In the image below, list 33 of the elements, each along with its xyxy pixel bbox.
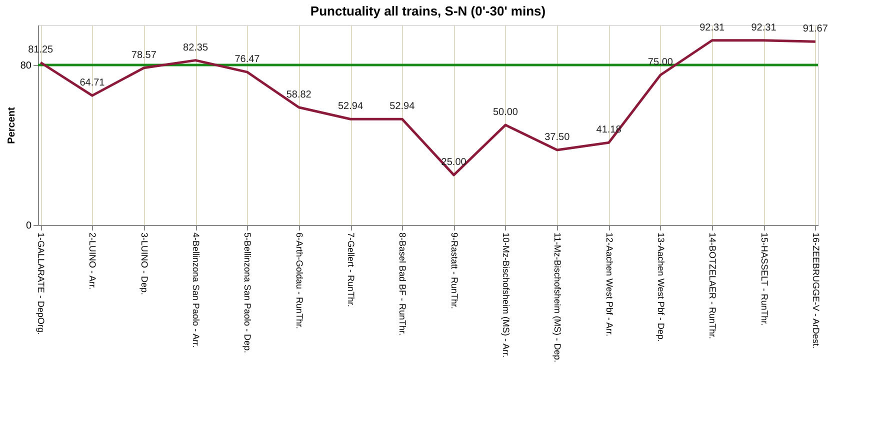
data-label: 58.82 [286,89,312,100]
x-tick-label: 7-Gellert - RunThr. [346,232,356,308]
x-tick-label: 16-ZEEBRUGGE-V - ArDest. [810,232,821,349]
x-tick-label: 15-HASSELT - RunThr. [759,232,770,326]
data-label: 37.50 [544,132,570,143]
x-tick-label: 4-Bellinzona San Paolo - Arr. [191,232,202,348]
x-tick-label: 3-LUINO - Dep. [139,232,150,296]
data-label: 76.47 [234,54,260,66]
x-tick-label: 9-Rastatt - RunThr. [449,232,460,310]
data-label: 52.94 [390,101,416,112]
data-label: 81.25 [28,44,54,56]
data-label: 64.71 [80,78,106,89]
x-tick-label: 6-Arth-Goldau - RunThr. [294,232,304,330]
x-tick-label: 2-LUINO - Arr. [88,232,98,290]
chart-title: Punctuality all trains, S-N (0'-30' mins) [310,3,546,18]
data-label: 78.57 [131,50,157,61]
data-label: 82.35 [183,42,208,54]
x-tick-label: 14-BOTZELAER - RunThr. [708,232,718,340]
y-tick-label: 0 [26,220,32,232]
data-label: 92.31 [700,22,726,34]
x-tick-label: 1-GALLARATE - DepOrg. [36,232,46,335]
y-axis-title: Percent [6,106,18,144]
x-tick-label: 5-Bellinzona San Paolo - Dep. [242,232,253,354]
x-tick-label: 12-Aachen West Pbf - Arr. [604,232,614,336]
data-label: 91.67 [802,24,828,35]
x-tick-label: 10-Mz-Bischofsheim (MS) - Arr. [500,232,511,358]
y-tick-label: 80 [20,60,32,72]
x-tick-label: 13-Aachen West Pbf - Dep. [656,232,666,342]
data-label: 50.00 [492,107,518,118]
data-label: 52.94 [338,101,364,112]
x-tick-label: 8-Basel Bad BF - RunThr. [398,232,408,336]
data-label: 92.31 [751,22,777,34]
x-tick-label: 11-Mz-Bischofsheim (MS) - Dep. [552,232,563,362]
